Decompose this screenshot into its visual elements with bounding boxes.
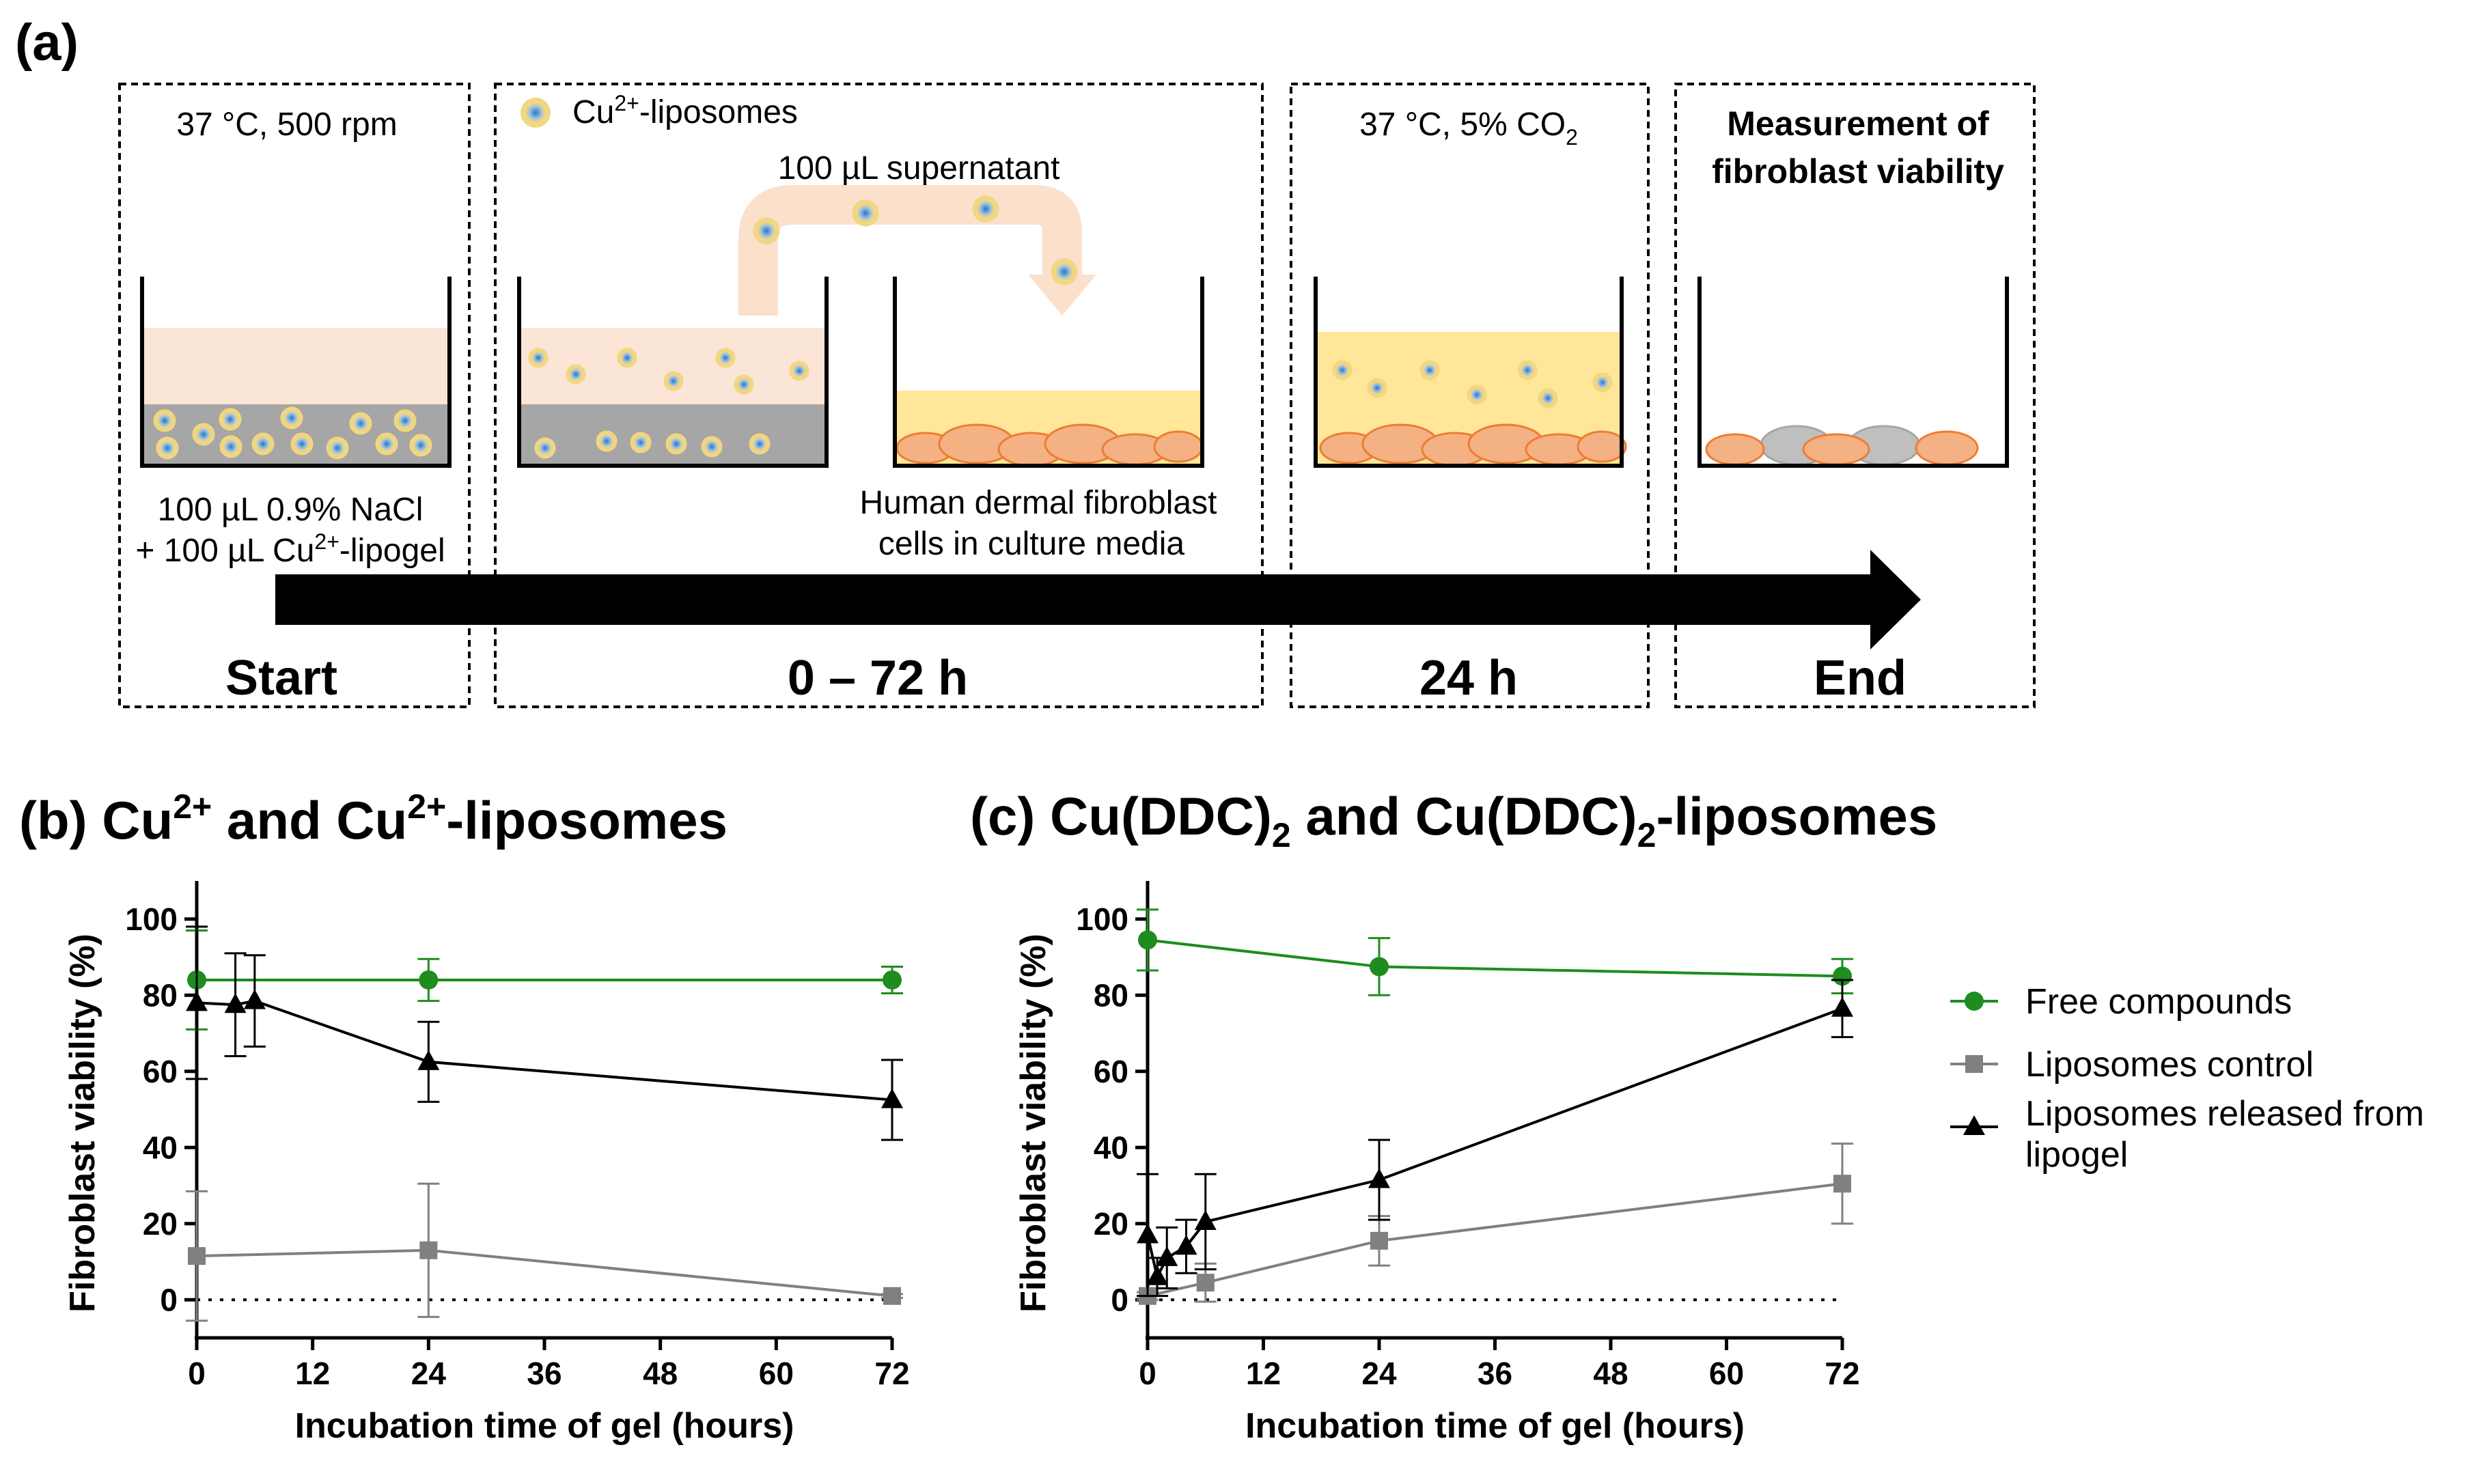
x-tick-label: 0: [188, 1356, 206, 1391]
panel-a-label: (a): [15, 14, 79, 72]
x-tick-label: 12: [1246, 1356, 1281, 1391]
legend-marker: [1965, 1055, 1983, 1073]
step4-title-line1: Measurement of: [1727, 104, 1989, 143]
liposome-legend-icon: [522, 99, 549, 126]
series-liposomes-control: [1137, 1144, 1853, 1305]
data-point: [1146, 1265, 1168, 1285]
series-liposomes-released-from-lipogel: [1137, 980, 1853, 1296]
data-point: [883, 970, 902, 990]
x-tick-label: 72: [1825, 1356, 1859, 1391]
data-point: [1833, 1175, 1851, 1192]
x-tick-label: 48: [643, 1356, 678, 1391]
step4-title-line2: fibroblast viability: [1712, 152, 2004, 191]
y-tick-label: 0: [160, 1282, 178, 1317]
y-tick-label: 60: [143, 1054, 178, 1089]
chart-b-title: (b) Cu2+ and Cu2+-liposomes: [19, 787, 727, 850]
y-tick-label: 40: [143, 1130, 178, 1165]
x-tick-label: 72: [874, 1356, 909, 1391]
well-incubation: [519, 277, 827, 466]
y-tick-label: 80: [1094, 977, 1128, 1013]
x-tick-label: 24: [1361, 1356, 1397, 1391]
y-tick-label: 40: [1094, 1130, 1128, 1165]
legend-label: Liposomes control: [2025, 1045, 2314, 1084]
x-tick-label: 60: [1709, 1356, 1744, 1391]
series-free-compounds: [1137, 910, 1853, 995]
transfer-arrow: [754, 197, 1096, 316]
x-tick-label: 12: [295, 1356, 330, 1391]
cells-line1: Human dermal fibroblast: [860, 485, 1217, 521]
legend-label: lipogel: [2025, 1135, 2128, 1175]
series-line: [1148, 1184, 1842, 1296]
step1-note-line1: 100 µL 0.9% NaCl: [158, 492, 424, 528]
x-axis-label: Incubation time of gel (hours): [1245, 1406, 1745, 1446]
y-tick-label: 100: [125, 901, 178, 937]
phase-end: End: [1814, 651, 1907, 705]
series-line: [197, 1001, 892, 1100]
series-line: [1148, 940, 1842, 976]
data-point: [244, 990, 266, 1009]
series-liposomes-control: [186, 1184, 903, 1321]
chart-c-title: (c) Cu(DDC)2 and Cu(DDC)2-liposomes: [970, 786, 1937, 854]
well-start: [142, 277, 449, 466]
x-tick-label: 60: [759, 1356, 794, 1391]
y-tick-label: 20: [143, 1206, 178, 1242]
x-tick-label: 36: [1478, 1356, 1512, 1391]
legend: Free compounds Liposomes control Liposomes…: [1950, 982, 2424, 1175]
data-point: [188, 1247, 206, 1265]
phase-culture: 24 h: [1419, 651, 1518, 705]
x-tick-label: 0: [1139, 1356, 1156, 1391]
x-axis-label: Incubation time of gel (hours): [295, 1406, 794, 1446]
cells-line2: cells in culture media: [878, 526, 1185, 562]
timeline-arrow: [275, 550, 1921, 649]
data-point: [1137, 1223, 1159, 1243]
series-liposomes-released-from-lipogel: [186, 927, 903, 1140]
step3-condition: 37 °C, 5% CO2: [1359, 107, 1578, 150]
legend-marker: [1963, 1115, 1985, 1135]
step1-note-line2: + 100 µL Cu2+-lipogel: [135, 529, 445, 569]
data-point: [1138, 930, 1157, 949]
step1-condition: 37 °C, 500 rpm: [176, 107, 397, 143]
figure: (a) 37 °C, 500 rpm 100 µL 0.9% NaCl + 10…: [0, 0, 2468, 1484]
data-point: [1370, 1232, 1388, 1250]
legend-marker: [1965, 992, 1984, 1011]
series-line: [197, 1250, 892, 1296]
y-axis-label: Fibroblast viability (%): [1014, 934, 1053, 1313]
well-end: [1700, 277, 2007, 466]
data-point: [1370, 957, 1389, 976]
data-point: [419, 970, 438, 990]
data-point: [419, 1242, 437, 1259]
y-tick-label: 80: [143, 977, 178, 1013]
phase-incubation: 0 – 72 h: [788, 651, 968, 705]
well-fibroblast: [895, 277, 1202, 466]
x-tick-label: 48: [1593, 1356, 1628, 1391]
y-tick-label: 0: [1111, 1282, 1128, 1317]
data-point: [1156, 1246, 1178, 1266]
y-tick-label: 100: [1076, 901, 1128, 937]
liposome-legend-label: Cu2+-liposomes: [572, 91, 798, 130]
data-point: [1197, 1274, 1215, 1291]
y-axis-label: Fibroblast viability (%): [63, 934, 102, 1313]
well-culture: [1316, 277, 1626, 466]
y-tick-label: 20: [1094, 1206, 1128, 1242]
series-line: [1148, 1009, 1842, 1277]
data-point: [883, 1287, 901, 1305]
legend-label: Free compounds: [2025, 982, 2292, 1022]
x-tick-label: 36: [527, 1356, 561, 1391]
chart-b: 0 20 40 60 80 100 0 12 24 36 48 60 72 Incubation time…: [63, 881, 910, 1446]
phase-start: Start: [225, 651, 337, 705]
x-tick-label: 24: [411, 1356, 447, 1391]
legend-label: Liposomes released from: [2025, 1094, 2424, 1134]
y-tick-label: 60: [1094, 1054, 1128, 1089]
data-point: [1831, 997, 1853, 1017]
chart-c: 0 20 40 60 80 100 0 12 24 36 48 60 72 Incubation time…: [1014, 881, 1860, 1446]
transfer-label: 100 µL supernatant: [778, 150, 1060, 186]
